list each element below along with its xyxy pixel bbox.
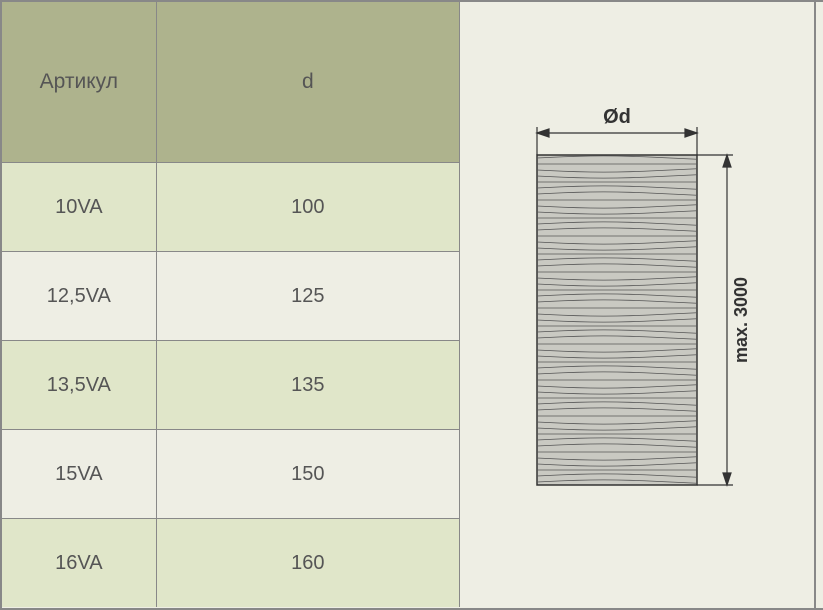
- cell-article: 16VA: [2, 518, 157, 607]
- cell-article: 10VA: [2, 162, 157, 251]
- header-d: d: [157, 2, 459, 162]
- table-header-row: Артикул d: [2, 2, 460, 162]
- right-edge: [815, 2, 823, 608]
- length-label: max. 3000: [731, 277, 751, 363]
- table-row: 13,5VA 135: [2, 340, 460, 429]
- table-row: 12,5VA 125: [2, 251, 460, 340]
- cell-d: 100: [157, 162, 459, 251]
- table-row: 10VA 100: [2, 162, 460, 251]
- cell-d: 160: [157, 518, 459, 607]
- table-row: 16VA 160: [2, 518, 460, 607]
- cell-d: 125: [157, 251, 459, 340]
- diameter-label: Ød: [603, 106, 631, 128]
- header-article: Артикул: [2, 2, 157, 162]
- diagram-panel: Ød max. 3000: [460, 2, 815, 608]
- cell-d: 135: [157, 340, 459, 429]
- spec-table: Артикул d 10VA 100 12,5VA 125 13,5VA 135…: [0, 2, 460, 608]
- cell-article: 12,5VA: [2, 251, 157, 340]
- cell-article: 15VA: [2, 429, 157, 518]
- cell-d: 150: [157, 429, 459, 518]
- table-row: 15VA 150: [2, 429, 460, 518]
- cell-article: 13,5VA: [2, 340, 157, 429]
- pipe-diagram: Ød max. 3000: [477, 75, 797, 535]
